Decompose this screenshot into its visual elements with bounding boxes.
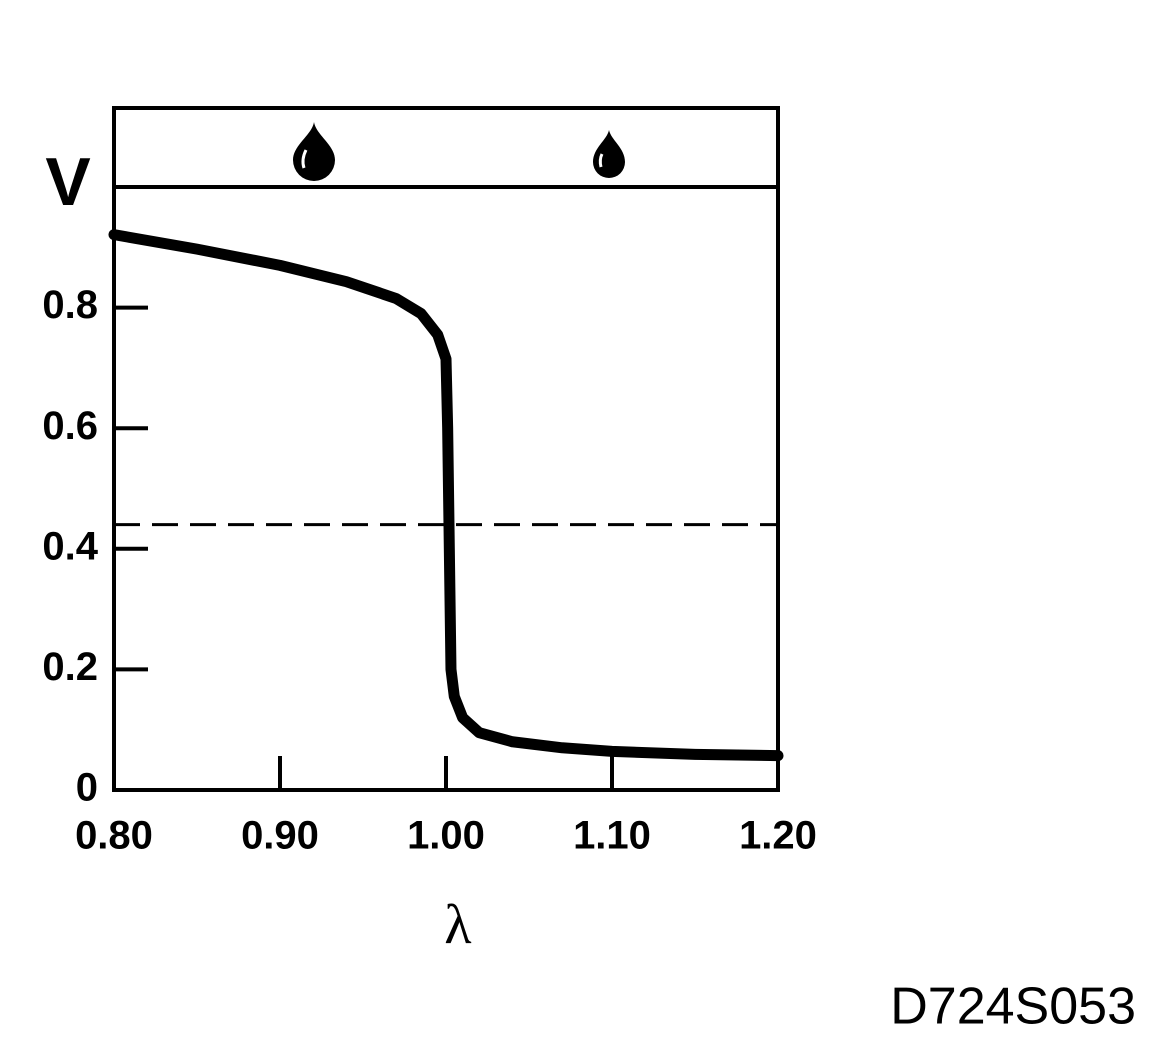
- x-tick-label: 1.00: [407, 814, 485, 858]
- annotation: D724S053: [890, 978, 1136, 1036]
- y-tick-label: 0.6: [42, 404, 98, 448]
- x-tick-label: 1.10: [573, 814, 651, 858]
- y-axis-label: V: [45, 144, 90, 220]
- x-tick-label: 0.80: [75, 814, 153, 858]
- x-tick-label: 1.20: [739, 814, 817, 858]
- y-tick-label: 0.8: [42, 283, 98, 327]
- lean-droplet: [593, 130, 625, 178]
- y-tick-label: 0.2: [42, 645, 98, 689]
- x-axis-label: λ: [444, 894, 471, 956]
- y-tick-label: 0.4: [42, 524, 98, 568]
- y-tick-label: 0: [76, 766, 98, 810]
- x-tick-label: 0.90: [241, 814, 319, 858]
- rich-droplet: [293, 122, 335, 181]
- curve: [108, 229, 784, 762]
